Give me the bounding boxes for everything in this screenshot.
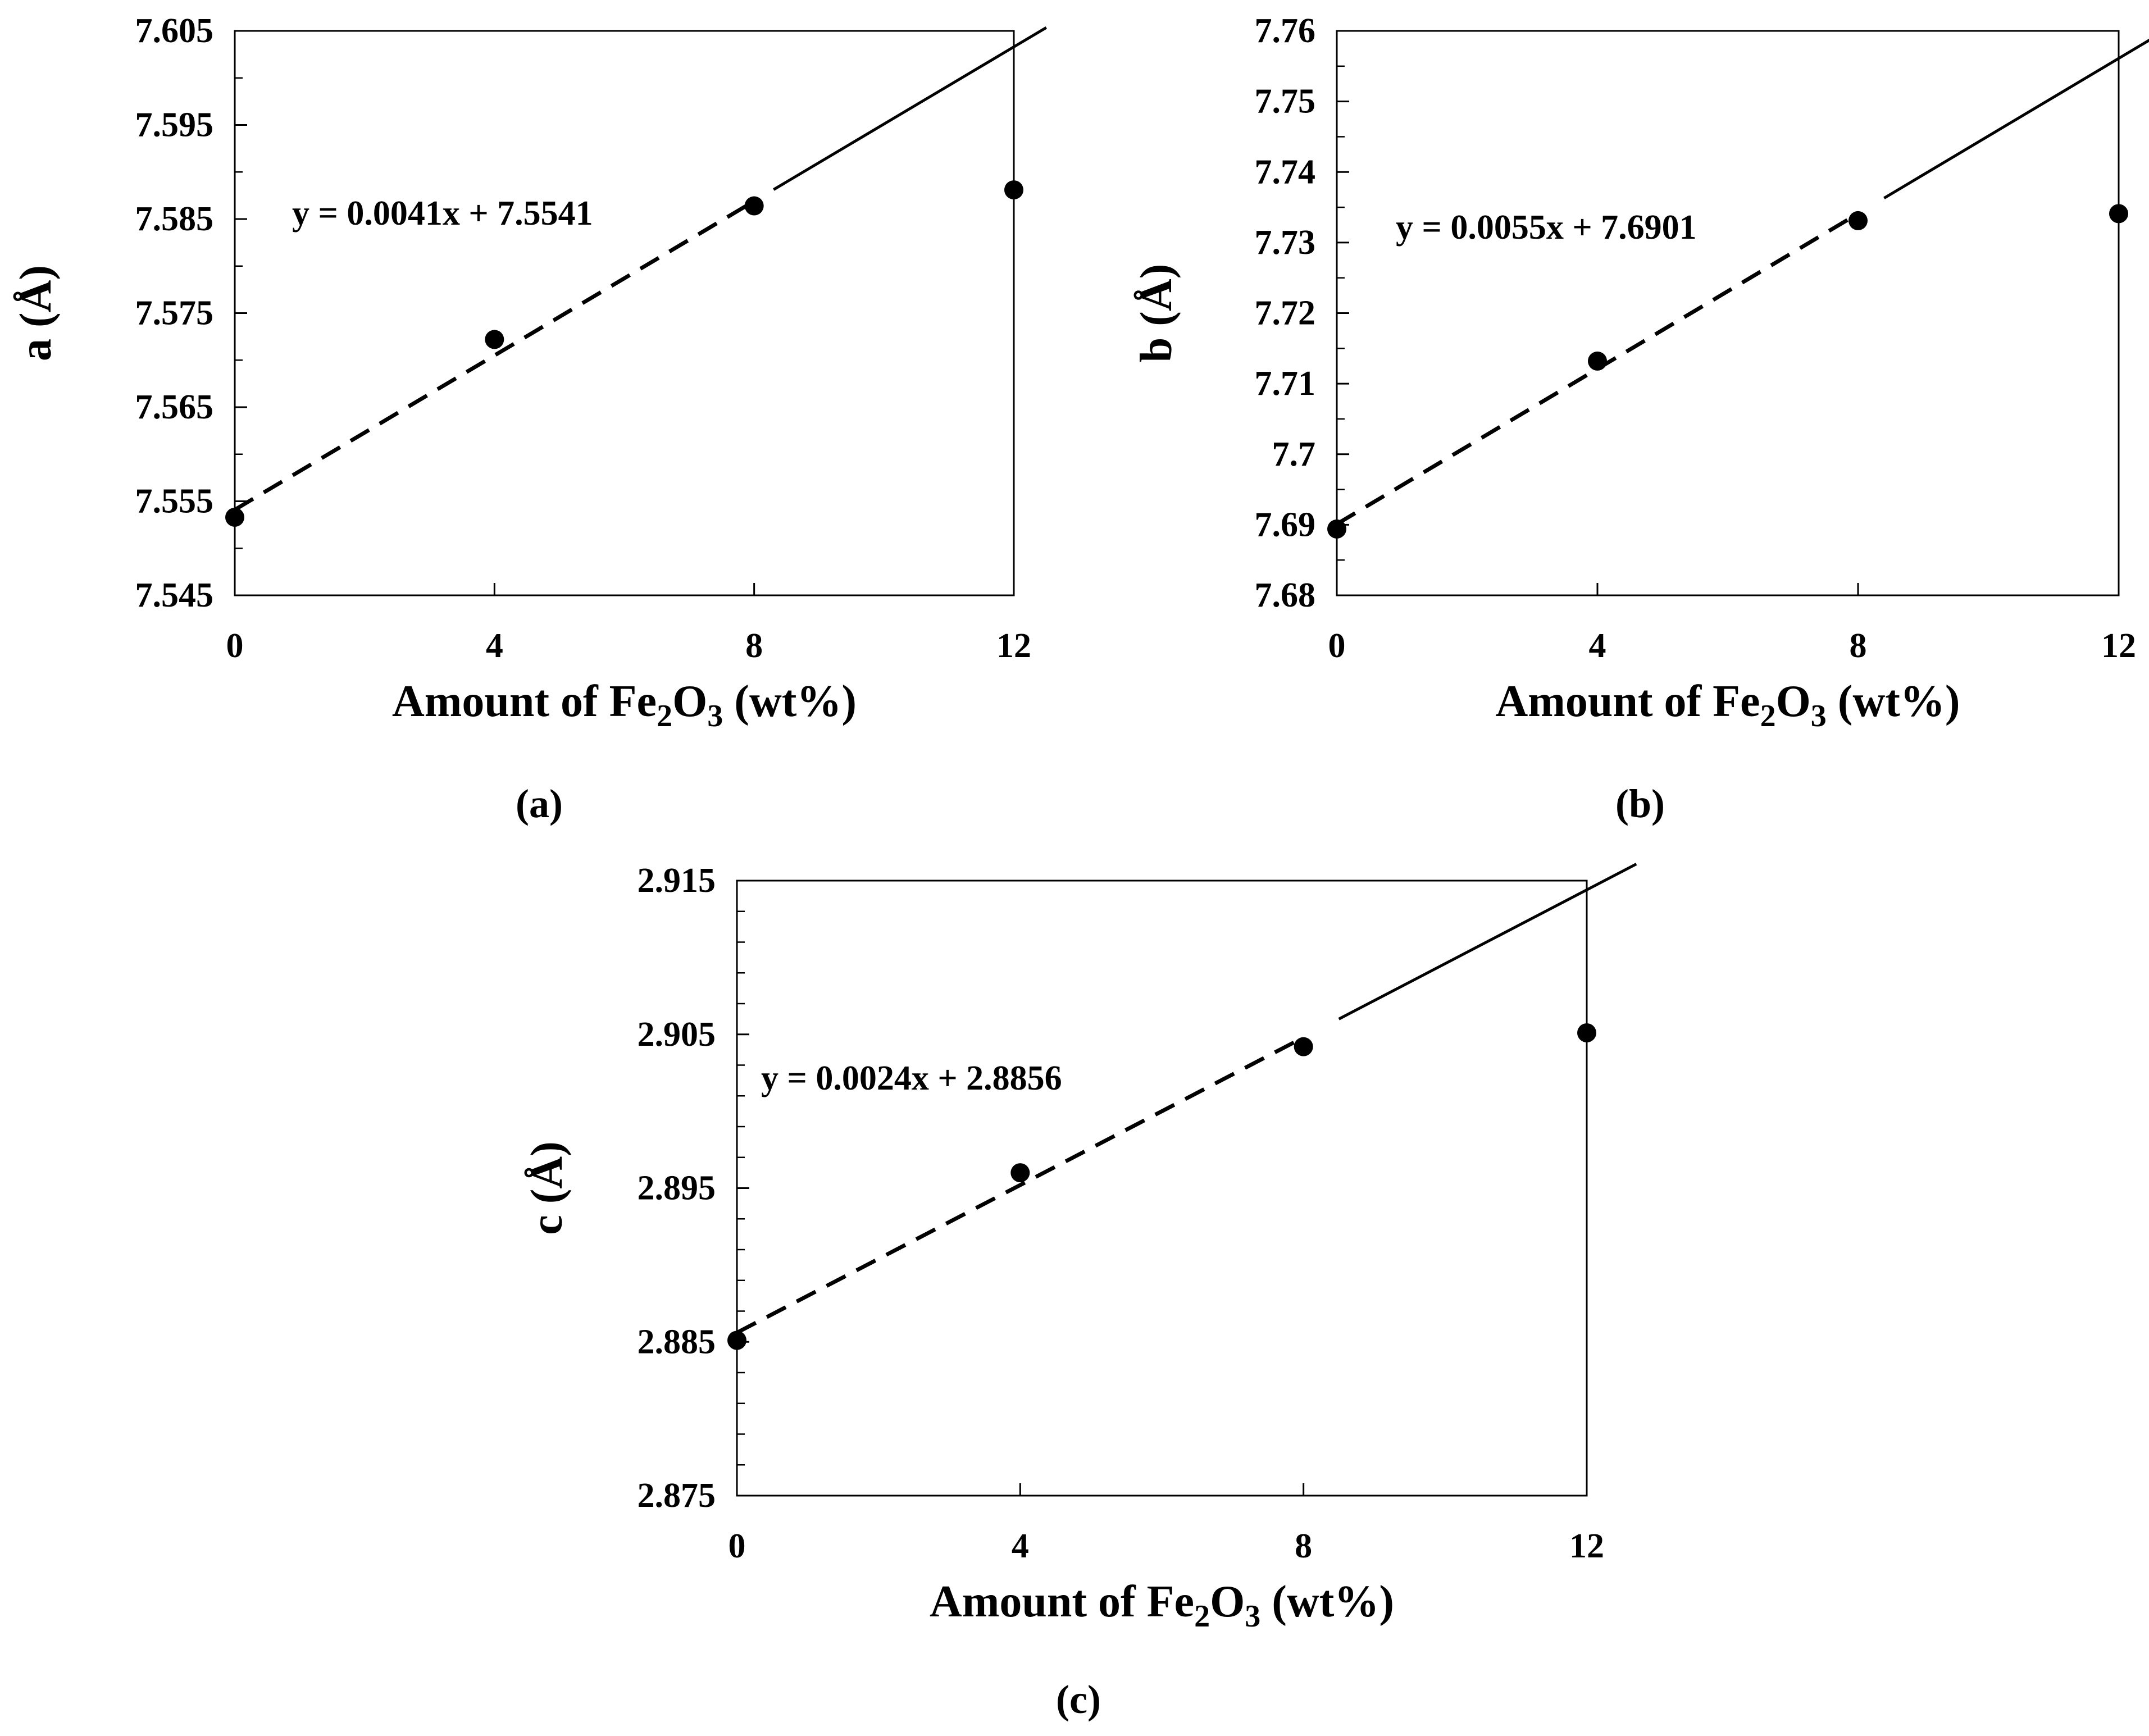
x-axis-title-part: 2 [657, 699, 672, 733]
fit-line-solid [1883, 38, 2149, 199]
data-point [1294, 1037, 1313, 1056]
panel-label: (a) [516, 781, 563, 826]
x-axis-title-part: (wt%) [1260, 1577, 1394, 1626]
fit-line-solid [773, 26, 1048, 191]
y-tick-label: 7.76 [1255, 12, 1316, 50]
x-axis-title-part: 3 [707, 699, 723, 733]
x-axis-title-part: 3 [1245, 1599, 1260, 1634]
y-tick-label: 2.905 [638, 1015, 716, 1054]
x-tick-label: 0 [1328, 627, 1346, 665]
x-tick-label: 0 [729, 1527, 746, 1565]
fit-equation-label: y = 0.0024x + 2.8856 [761, 1059, 1062, 1097]
y-axis-title: c (Å) [522, 1141, 572, 1235]
x-axis-title-part: Amount of Fe [1496, 677, 1760, 726]
x-tick-label: 8 [1850, 627, 1867, 665]
data-point [727, 1331, 746, 1350]
y-tick-label: 7.585 [135, 200, 214, 238]
y-tick-label: 7.555 [135, 482, 214, 521]
x-axis-title-part: 3 [1811, 699, 1827, 733]
x-tick-label: 12 [2101, 627, 2136, 665]
data-point [485, 330, 504, 349]
chart-panel-a: 7.545 7.555 7.565 7.575 7.585 7.595 7.605 0 4 8 12… [11, 12, 1048, 826]
y-tick-label: 7.7 [1272, 435, 1316, 473]
y-axis-title: a (Å) [11, 265, 61, 361]
chart-panel-c: 2.875 2.885 2.895 2.905 2.915 0 4 8 12 y = 0.0024… [522, 862, 1637, 1722]
x-axis-title: Amount of Fe2O3 (wt%) [930, 1577, 1394, 1634]
plot-frame [736, 880, 1588, 1497]
data-point [1848, 211, 1868, 230]
x-axis-title-part: O [672, 677, 707, 726]
y-tick-label: 7.545 [135, 576, 214, 614]
y-tick-label: 7.73 [1255, 224, 1316, 262]
fit-equation-label: y = 0.0055x + 7.6901 [1396, 208, 1697, 247]
y-tick-label: 7.74 [1255, 153, 1316, 191]
x-tick-label: 4 [1012, 1527, 1029, 1565]
chart-panel-b: 7.68 7.69 7.7 7.71 7.72 7.73 7.74 7.75 7.76 0 4 8 12… [1132, 12, 2149, 826]
data-point [1004, 180, 1023, 200]
y-tick-label: 7.69 [1255, 505, 1316, 544]
y-tick-label: 2.915 [638, 862, 716, 900]
y-tick-label: 2.875 [638, 1477, 716, 1515]
data-point [2109, 204, 2128, 224]
data-point [1010, 1163, 1030, 1183]
data-point [225, 507, 244, 527]
y-tick-label: 7.605 [135, 12, 214, 50]
x-axis-title-part: Amount of Fe [930, 1577, 1194, 1626]
y-tick-label: 7.595 [135, 106, 214, 144]
y-axis-title: b (Å) [1132, 264, 1181, 363]
panel-label: (b) [1615, 781, 1665, 826]
data-point [1588, 351, 1607, 371]
x-axis-title-part: (wt%) [1827, 677, 1960, 726]
x-tick-label: 12 [996, 627, 1031, 665]
x-tick-label: 0 [226, 627, 244, 665]
fit-equation-label: y = 0.0041x + 7.5541 [292, 194, 593, 233]
y-tick-label: 7.68 [1255, 576, 1316, 614]
fit-line-solid [1338, 863, 1637, 1020]
y-tick-label: 7.72 [1255, 294, 1316, 332]
fit-line-dashed [234, 199, 755, 512]
data-point [744, 196, 764, 216]
y-tick-label: 2.885 [638, 1323, 716, 1361]
x-axis-title-part: 2 [1760, 699, 1776, 733]
x-tick-label: 12 [1569, 1527, 1604, 1565]
plot-frame [1336, 30, 2120, 596]
y-tick-label: 2.895 [638, 1169, 716, 1208]
y-tick-label: 7.565 [135, 388, 214, 426]
data-point [1327, 519, 1346, 539]
data-point [1577, 1023, 1596, 1043]
y-tick-label: 7.75 [1255, 83, 1316, 121]
x-axis-title-part: 2 [1194, 1599, 1210, 1634]
x-tick-label: 4 [486, 627, 503, 665]
x-tick-label: 4 [1589, 627, 1606, 665]
x-tick-label: 8 [1295, 1527, 1312, 1565]
x-axis-title-part: (wt%) [723, 677, 857, 726]
x-axis-title: Amount of Fe2O3 (wt%) [1496, 677, 1960, 733]
y-tick-label: 7.71 [1255, 364, 1316, 403]
panel-label: (c) [1056, 1677, 1101, 1722]
x-tick-label: 8 [745, 627, 763, 665]
y-tick-label: 7.575 [135, 294, 214, 332]
x-axis-title-part: O [1776, 677, 1811, 726]
fit-line-dashed [736, 1036, 1305, 1334]
x-axis-title-part: Amount of Fe [392, 677, 657, 726]
x-axis-title: Amount of Fe2O3 (wt%) [392, 677, 857, 733]
x-axis-title-part: O [1210, 1577, 1245, 1626]
